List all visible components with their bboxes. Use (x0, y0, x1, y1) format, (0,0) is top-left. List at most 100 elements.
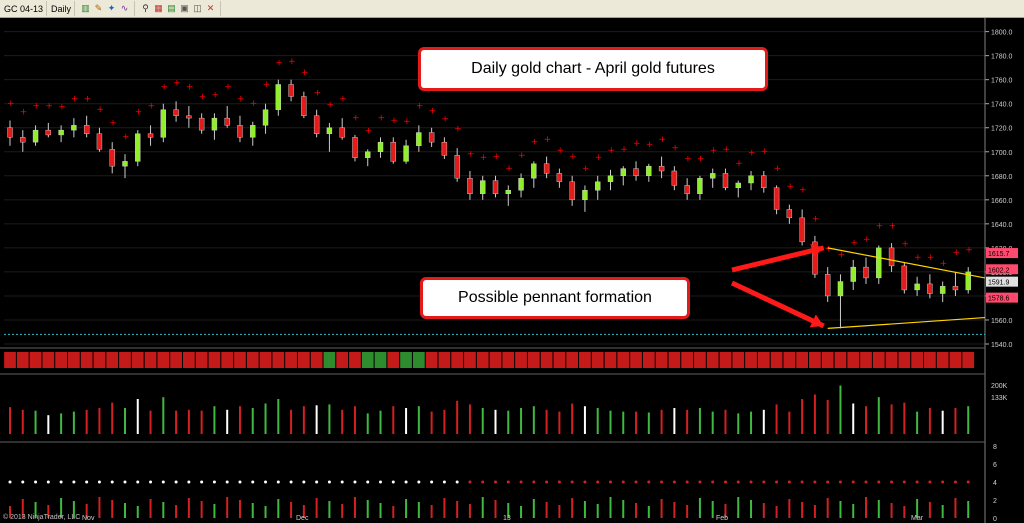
interval-selector[interactable]: Daily (48, 1, 76, 16)
oscillator-dot (685, 480, 689, 484)
regime-cell (655, 352, 668, 368)
candle-body (147, 133, 154, 138)
regime-cell (67, 352, 80, 368)
candle-body (543, 163, 550, 174)
draw-icon[interactable]: ✦ (107, 3, 116, 13)
regime-cell (860, 352, 872, 368)
candle (71, 118, 77, 138)
zoom-icon[interactable]: ⚲ (142, 3, 149, 13)
regime-cell (847, 352, 860, 368)
regime-cell (617, 352, 630, 368)
candle-body (186, 115, 192, 119)
sar-plus: + (569, 152, 577, 162)
candle (709, 168, 716, 188)
candle-body (837, 281, 844, 297)
sar-plus: + (352, 114, 360, 124)
sar-plus: + (914, 253, 922, 263)
sar-plus: + (646, 140, 654, 150)
price-marker-box (986, 264, 1018, 275)
regime-cell (502, 352, 515, 368)
oscillator-dot (749, 480, 753, 484)
price-marker-label: 1578.6 (988, 296, 1010, 303)
arrow-head (810, 243, 824, 258)
sar-plus: + (786, 182, 794, 192)
volume-tick-label: 200K (991, 383, 1008, 390)
regime-cell (323, 352, 336, 368)
candle (301, 91, 307, 119)
oscillator-dot (851, 480, 855, 484)
oscillator-dot (608, 480, 612, 484)
price-marker-label: 1602.2 (988, 267, 1010, 274)
regime-cell (566, 352, 579, 368)
candle-body (646, 165, 652, 176)
oscillator-tick-label: 0 (993, 516, 997, 523)
regime-cell (80, 352, 93, 368)
sar-plus: + (160, 82, 168, 92)
oscillator-dot (762, 480, 766, 484)
price-marker-box (986, 276, 1018, 287)
oscillator-dot (200, 480, 204, 484)
properties-icon[interactable]: ▦ (154, 3, 163, 13)
close-icon[interactable]: ✕ (206, 3, 215, 13)
candle-body (109, 149, 115, 167)
price-marker-label: 1591.9 (988, 280, 1010, 287)
chart-panel[interactable]: 1800.0 1780.0 1760.0 1740.0 1720.0 1700.0 1680… (0, 18, 1024, 523)
regime-cell (809, 352, 821, 368)
sar-plus: + (901, 240, 909, 250)
regime-cell (668, 352, 681, 368)
candle (173, 101, 179, 122)
candle (761, 170, 767, 193)
candle (186, 106, 192, 128)
grid-icon[interactable]: ▣ (180, 3, 189, 13)
sar-plus: + (595, 153, 603, 163)
x-axis-label: Mar (911, 515, 924, 522)
candle-body (812, 241, 818, 275)
candle (863, 257, 869, 284)
sar-plus: + (339, 94, 347, 104)
candle (620, 166, 626, 186)
regime-cell (93, 352, 106, 368)
candle-body (569, 181, 575, 201)
regime-cell (55, 352, 67, 368)
regime-cell (527, 352, 540, 368)
sar-plus: + (544, 135, 552, 145)
oscillator: 8 6 4 2 0 (8, 444, 997, 523)
sar-plus: + (365, 127, 373, 137)
pennant-upper-line (827, 247, 986, 279)
oscillator-dot (672, 480, 676, 484)
candle-body (301, 96, 307, 116)
oscillator-dot (787, 480, 791, 484)
oscillator-dot (289, 480, 293, 484)
instrument-selector[interactable]: GC 04-13 (1, 1, 48, 16)
x-axis-label: Nov (82, 515, 95, 522)
oscillator-dot (494, 480, 497, 484)
price-tick-label: 1720.0 (991, 126, 1013, 133)
regime-cell (119, 352, 131, 368)
sar-plus: + (722, 145, 730, 155)
candle-body (250, 125, 256, 138)
candle-body (531, 163, 537, 179)
candle (390, 137, 396, 164)
candle (518, 173, 524, 198)
bars-icon[interactable]: ▥ (81, 3, 90, 13)
data-box-icon[interactable]: ▤ (167, 3, 176, 13)
indicator-icon[interactable]: ∿ (120, 3, 129, 13)
sar-plus: + (889, 222, 897, 232)
sar-plus: + (493, 152, 501, 162)
candles (7, 79, 971, 329)
candle (595, 175, 601, 200)
oscillator-dot (404, 480, 408, 484)
regime-cell (642, 352, 655, 368)
candle (812, 235, 818, 278)
oscillator-dot (238, 480, 242, 484)
regime-cell (540, 352, 553, 368)
candle-body (799, 217, 805, 243)
candle (646, 163, 652, 182)
toolbar-icon-group-2: ⚲ ▦ ▤ ▣ ◫ ✕ (136, 1, 222, 16)
pencil-icon[interactable]: ✎ (94, 3, 103, 13)
regime-cell (783, 352, 796, 368)
window-icon[interactable]: ◫ (193, 3, 202, 13)
sar-plus: + (505, 164, 513, 174)
sar-plus: + (940, 259, 948, 269)
sar-plus: + (33, 102, 41, 112)
